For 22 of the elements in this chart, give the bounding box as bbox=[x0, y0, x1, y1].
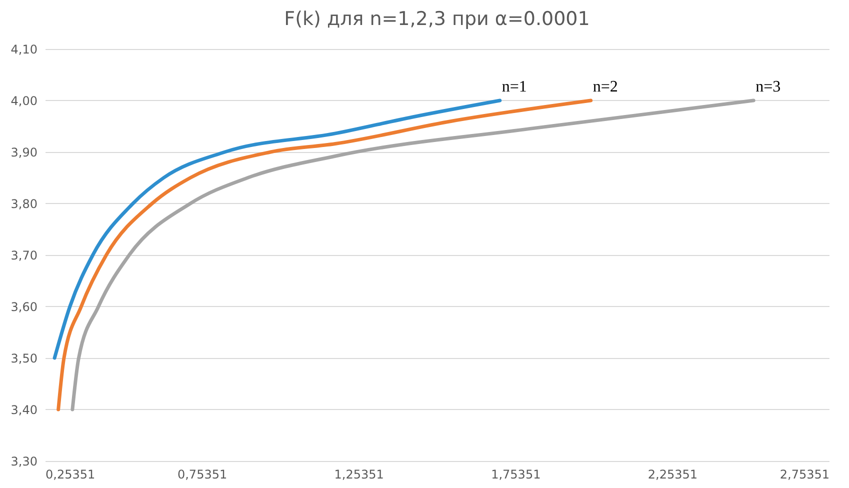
x-tick-label: 0,75351 bbox=[177, 468, 228, 482]
line-series bbox=[52, 98, 502, 360]
annotation: n=3 bbox=[756, 78, 781, 96]
x-tick-label: 0,25351 bbox=[46, 468, 96, 482]
annotation: n=2 bbox=[592, 78, 618, 96]
y-tick-label: 3,40 bbox=[10, 403, 38, 417]
annotation: n=1 bbox=[502, 78, 527, 96]
y-tick-label: 3,30 bbox=[10, 454, 38, 468]
y-tick-label: 4,10 bbox=[10, 42, 38, 56]
x-tick-label: 1,75351 bbox=[491, 468, 541, 482]
chart-title: F(k) для n=1,2,3 при α=0.0001 bbox=[284, 8, 590, 30]
y-tick-label: 3,50 bbox=[10, 352, 38, 366]
line-series bbox=[56, 98, 593, 412]
x-tick-label: 1,25351 bbox=[334, 468, 384, 482]
y-tick-label: 3,90 bbox=[10, 146, 38, 160]
y-tick-label: 3,80 bbox=[10, 197, 38, 211]
y-tick-label: 4,00 bbox=[10, 94, 38, 108]
y-tick-label: 3,70 bbox=[10, 248, 38, 262]
x-tick-label: 2,75351 bbox=[780, 468, 830, 482]
y-tick-label: 3,60 bbox=[10, 300, 38, 314]
x-tick-label: 2,25351 bbox=[648, 468, 698, 482]
line-series bbox=[70, 98, 756, 412]
